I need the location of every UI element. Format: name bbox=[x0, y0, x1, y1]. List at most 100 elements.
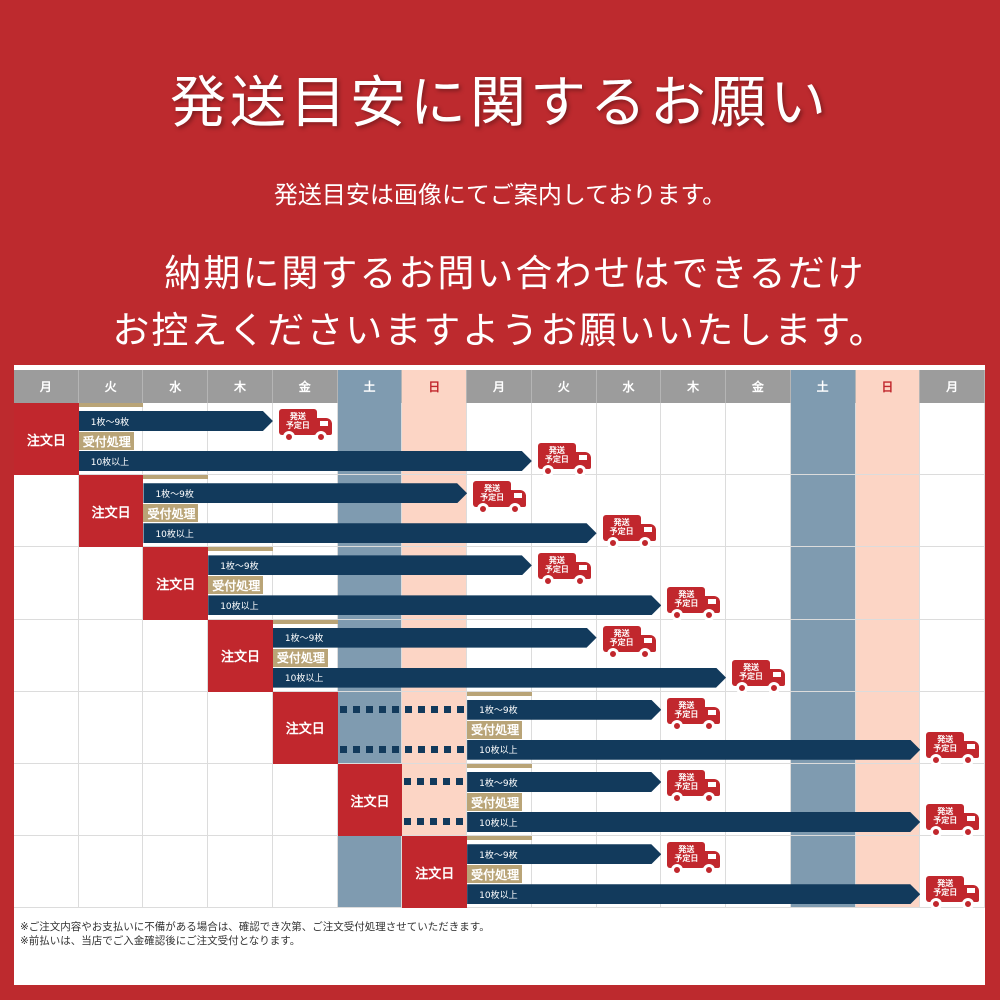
order-day-cell: 注文日 bbox=[208, 619, 273, 692]
request-line-2: お控えくださいますようお願いいたします。 bbox=[112, 309, 888, 352]
grid-cell bbox=[208, 836, 273, 909]
day-header: 水 bbox=[143, 370, 209, 403]
note-1: ※ご注文内容やお支払いに不備がある場合は、確認でき次第、ご注文受付処理させていた… bbox=[20, 921, 490, 933]
waiting-dot bbox=[365, 745, 373, 753]
bar-1-9: 1枚～9枚 bbox=[79, 411, 273, 431]
day-header: 火 bbox=[78, 370, 144, 403]
processing-strip bbox=[467, 691, 532, 696]
truck-icon: 発送 予定日 bbox=[602, 625, 657, 662]
processing-label: 受付処理 bbox=[208, 576, 264, 595]
ship-date-label: 発送 予定日 bbox=[667, 842, 706, 869]
order-day-cell: 注文日 bbox=[14, 403, 79, 476]
page-title: 発送目安に関するお願い bbox=[170, 71, 830, 136]
grid-cell bbox=[790, 403, 856, 476]
day-header: 月 bbox=[467, 370, 532, 403]
grid-cell bbox=[78, 547, 144, 620]
waiting-dot bbox=[456, 705, 464, 713]
ship-date-label: 発送 予定日 bbox=[926, 876, 965, 903]
processing-label: 受付処理 bbox=[78, 432, 134, 450]
ship-date-label: 発送 予定日 bbox=[537, 443, 576, 469]
truck-icon: 発送 予定日 bbox=[278, 409, 333, 445]
waiting-dot bbox=[417, 745, 425, 753]
waiting-dot bbox=[430, 778, 438, 785]
day-header: 火 bbox=[531, 370, 597, 403]
grid-cell bbox=[790, 547, 856, 620]
subtitle: 発送目安は画像にてご案内しております。 bbox=[273, 181, 727, 209]
grid-cell bbox=[143, 619, 209, 692]
grid-cell bbox=[272, 836, 338, 909]
bar-10-plus: 10枚以上 bbox=[143, 523, 596, 543]
processing-label: 受付処理 bbox=[143, 504, 199, 523]
waiting-dot bbox=[404, 705, 412, 713]
ship-date-label: 発送 予定日 bbox=[602, 515, 641, 542]
truck-icon: 発送 予定日 bbox=[602, 515, 657, 551]
bar-10-plus: 10枚以上 bbox=[467, 740, 920, 760]
processing-label: 受付処理 bbox=[467, 793, 523, 811]
bar-10-plus: 10枚以上 bbox=[467, 812, 920, 832]
grid-cell bbox=[920, 619, 985, 692]
waiting-dot bbox=[352, 745, 360, 753]
waiting-dot bbox=[391, 705, 399, 713]
grid-cell bbox=[726, 547, 791, 620]
bar-1-9: 1枚～9枚 bbox=[467, 700, 661, 720]
truck-icon: 発送 予定日 bbox=[926, 731, 980, 768]
day-header: 土 bbox=[337, 370, 403, 403]
day-header: 木 bbox=[661, 370, 727, 403]
grid-cell bbox=[143, 836, 209, 909]
grid-cell bbox=[78, 836, 144, 909]
waiting-dot bbox=[339, 745, 347, 753]
ship-date-label: 発送 予定日 bbox=[926, 731, 965, 758]
waiting-dot bbox=[404, 778, 412, 785]
grid-cell bbox=[208, 691, 273, 764]
order-day-cell: 注文日 bbox=[272, 691, 338, 764]
grid-cell bbox=[337, 691, 403, 764]
grid-cell bbox=[726, 403, 791, 476]
processing-strip bbox=[467, 764, 532, 768]
order-day-cell: 注文日 bbox=[143, 547, 209, 620]
waiting-dot bbox=[404, 818, 412, 825]
truck-icon: 発送 予定日 bbox=[667, 587, 721, 623]
waiting-dot bbox=[417, 705, 425, 713]
order-day-cell: 注文日 bbox=[337, 764, 403, 837]
waiting-dot bbox=[365, 705, 373, 713]
day-header: 金 bbox=[272, 370, 338, 403]
waiting-dot bbox=[417, 778, 425, 785]
truck-icon: 発送 予定日 bbox=[732, 659, 786, 696]
truck-icon: 発送 予定日 bbox=[537, 443, 592, 479]
bar-1-9: 1枚～9枚 bbox=[143, 483, 467, 503]
waiting-dot bbox=[430, 818, 438, 825]
order-day-cell: 注文日 bbox=[402, 836, 468, 909]
waiting-dot bbox=[430, 745, 438, 753]
waiting-dot bbox=[378, 745, 386, 753]
shipping-schedule-panel: 月火水木金土日月火水木金土日月注文日 1枚～9枚 受付処理 10枚以上 発送 予定日 発送… bbox=[14, 365, 985, 985]
waiting-dot bbox=[352, 705, 360, 713]
grid-cell bbox=[402, 691, 468, 764]
waiting-dot bbox=[443, 778, 451, 785]
schedule-grid: 月火水木金土日月火水木金土日月注文日 1枚～9枚 受付処理 10枚以上 発送 予定日 発送… bbox=[14, 365, 985, 911]
grid-cell bbox=[143, 764, 209, 837]
truck-icon: 発送 予定日 bbox=[926, 804, 980, 840]
waiting-dot bbox=[391, 745, 399, 753]
truck-icon: 発送 予定日 bbox=[537, 553, 592, 589]
grid-cell bbox=[78, 619, 144, 692]
waiting-dot bbox=[456, 745, 464, 753]
ship-date-label: 発送 予定日 bbox=[473, 481, 512, 508]
day-header: 金 bbox=[726, 370, 791, 403]
grid-cell bbox=[920, 547, 985, 620]
truck-icon: 発送 予定日 bbox=[473, 481, 527, 517]
grid-cell bbox=[661, 403, 727, 476]
waiting-dot bbox=[456, 778, 464, 785]
processing-strip bbox=[467, 836, 532, 841]
waiting-dot bbox=[378, 705, 386, 713]
request-line-1: 納期に関するお問い合わせはできるだけ bbox=[164, 252, 866, 295]
grid-cell bbox=[661, 475, 727, 548]
grid-cell bbox=[14, 547, 79, 620]
processing-strip bbox=[208, 547, 273, 552]
grid-cell bbox=[596, 403, 662, 476]
grid-cell bbox=[14, 836, 79, 909]
waiting-dot bbox=[404, 745, 412, 753]
day-header: 水 bbox=[596, 370, 662, 403]
truck-icon: 発送 予定日 bbox=[667, 697, 721, 734]
bar-1-9: 1枚～9枚 bbox=[467, 844, 661, 864]
order-day-cell: 注文日 bbox=[78, 475, 144, 548]
